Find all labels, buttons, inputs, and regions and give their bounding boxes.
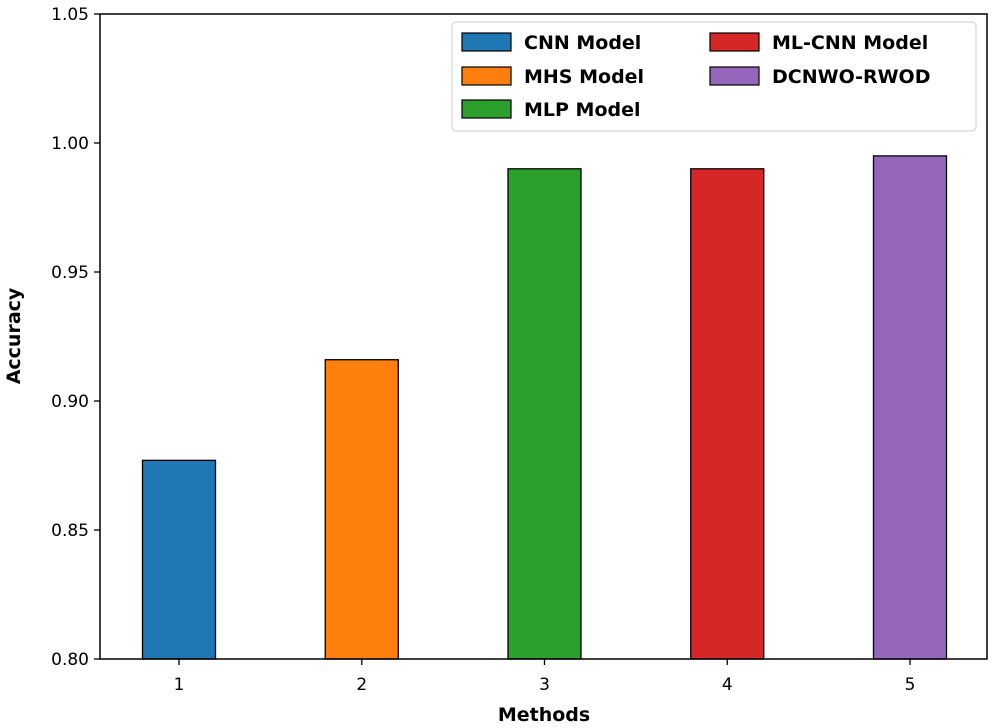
y-axis-title: Accuracy (3, 287, 25, 384)
x-axis-title: Methods (498, 704, 590, 726)
legend-label: CNN Model (524, 32, 641, 54)
x-tick-label: 5 (905, 675, 916, 695)
x-tick-label: 2 (356, 675, 367, 695)
legend-label: MHS Model (524, 66, 644, 88)
bar-mlp-model (507, 168, 582, 660)
y-tick-label: 0.85 (51, 521, 89, 541)
y-axis: 0.80 0.85 0.90 0.95 1.00 1.05 (51, 5, 100, 670)
legend-swatch (709, 32, 760, 52)
bar-dcnwo-rwod (872, 155, 948, 660)
legend: CNN Model MHS Model MLP Model ML-CNN Model D… (451, 21, 977, 132)
y-tick-label: 0.95 (51, 263, 89, 283)
plot-frame (99, 13, 988, 660)
bar-mhs-model (324, 359, 399, 660)
legend-swatch (461, 32, 512, 52)
legend-label: MLP Model (524, 99, 641, 121)
legend-label: ML-CNN Model (772, 32, 928, 54)
bar-cnn-model (141, 459, 217, 660)
legend-swatch (461, 99, 512, 119)
legend-label: DCNWO-RWOD (772, 66, 930, 88)
bars-group (141, 155, 948, 660)
x-tick-label: 1 (174, 675, 185, 695)
x-axis: 1 2 3 4 5 (174, 659, 916, 695)
y-tick-label: 1.05 (51, 5, 89, 25)
x-tick-label: 4 (722, 675, 733, 695)
x-tick-label: 3 (539, 675, 550, 695)
legend-swatch (461, 66, 512, 86)
bar-ml-cnn-model (690, 168, 765, 660)
y-tick-label: 0.90 (51, 392, 89, 412)
y-tick-label: 0.80 (51, 650, 89, 670)
y-tick-label: 1.00 (51, 134, 89, 154)
legend-swatch (709, 66, 760, 86)
